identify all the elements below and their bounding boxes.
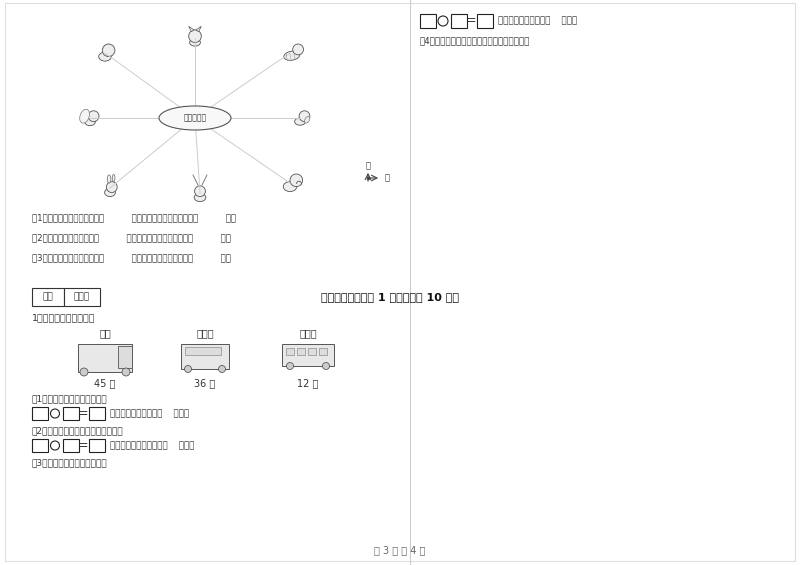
Text: 评卷人: 评卷人 [74, 293, 90, 302]
Text: 答：面包车和大客车共（    ）辆。: 答：面包车和大客车共（ ）辆。 [110, 441, 194, 450]
Text: 面包车: 面包车 [196, 328, 214, 338]
Circle shape [290, 174, 302, 186]
Polygon shape [189, 27, 194, 32]
Circle shape [299, 111, 310, 121]
Circle shape [88, 111, 99, 121]
Bar [420, 14, 436, 28]
Bar [118, 346, 132, 368]
Ellipse shape [85, 118, 95, 125]
Text: 第 3 页 共 4 页: 第 3 页 共 4 页 [374, 545, 426, 555]
Bar [181, 344, 229, 369]
Text: （4）你还能提出什么数学问题并列式解答吗？: （4）你还能提出什么数学问题并列式解答吗？ [420, 36, 530, 45]
Text: 36 辆: 36 辆 [194, 378, 216, 388]
Text: （3）大客车比卡车少多少辆？: （3）大客车比卡车少多少辆？ [32, 458, 108, 467]
Ellipse shape [105, 189, 115, 197]
Text: 十一、附加题（共 1 大题，共计 10 分）: 十一、附加题（共 1 大题，共计 10 分） [321, 292, 459, 302]
Circle shape [106, 182, 118, 193]
Circle shape [286, 363, 294, 370]
Circle shape [189, 30, 202, 42]
Circle shape [322, 363, 330, 370]
Ellipse shape [107, 175, 111, 183]
Text: =: = [466, 15, 476, 28]
Ellipse shape [284, 51, 300, 60]
Text: =: = [78, 407, 88, 420]
Bar [308, 348, 316, 355]
Ellipse shape [159, 106, 231, 130]
Bar [185, 347, 221, 355]
Ellipse shape [80, 109, 90, 123]
Bar [78, 344, 132, 372]
Bar [282, 344, 334, 366]
Circle shape [122, 368, 130, 376]
Ellipse shape [190, 39, 200, 46]
Text: 北: 北 [366, 162, 370, 171]
Bar [286, 348, 294, 355]
Ellipse shape [98, 52, 111, 61]
Bar [32, 407, 48, 420]
Circle shape [80, 368, 88, 376]
Text: （3）猴子家在森林俱乐部的（          ）面，小狗家在猴子家的（          ）面: （3）猴子家在森林俱乐部的（ ）面，小狗家在猴子家的（ ）面 [32, 253, 231, 262]
Ellipse shape [112, 175, 115, 182]
Bar [451, 14, 467, 28]
Polygon shape [196, 27, 202, 32]
Ellipse shape [294, 118, 306, 125]
Text: （2）小兔子家的东北面是（          ），森林俱乐部的西北面是（          ）。: （2）小兔子家的东北面是（ ），森林俱乐部的西北面是（ ）。 [32, 233, 231, 242]
Bar [63, 407, 79, 420]
Text: 东: 东 [385, 173, 390, 182]
Text: 答：大客车比卡车少（    ）辆。: 答：大客车比卡车少（ ）辆。 [498, 16, 578, 25]
Circle shape [218, 366, 226, 372]
Text: 12 辆: 12 辆 [298, 378, 318, 388]
Circle shape [185, 366, 191, 372]
Circle shape [293, 44, 303, 55]
Text: （1）小猫住在森林俱乐部的（          ）面，小鸡在森林俱乐部的（          ）面: （1）小猫住在森林俱乐部的（ ）面，小鸡在森林俱乐部的（ ）面 [32, 213, 236, 222]
Text: 卡车: 卡车 [99, 328, 111, 338]
Bar [32, 288, 64, 306]
Bar [89, 407, 105, 420]
Circle shape [102, 44, 115, 56]
Ellipse shape [305, 116, 310, 123]
Ellipse shape [283, 182, 297, 192]
Text: 45 辆: 45 辆 [94, 378, 116, 388]
Text: 森林俱乐部: 森林俱乐部 [183, 114, 206, 123]
Bar [32, 439, 48, 452]
Circle shape [194, 186, 206, 197]
Bar [63, 439, 79, 452]
Text: 1、根据图片信息解题。: 1、根据图片信息解题。 [32, 313, 95, 322]
Ellipse shape [194, 193, 206, 202]
Text: 得分: 得分 [42, 293, 54, 302]
Bar [477, 14, 493, 28]
Text: （2）面包车和大客车一共有多少辆？: （2）面包车和大客车一共有多少辆？ [32, 426, 124, 435]
Text: 答：卡车比面包车多（    ）辆。: 答：卡车比面包车多（ ）辆。 [110, 409, 190, 418]
Text: =: = [78, 439, 88, 452]
Text: （1）卡车比面包车多多少辆？: （1）卡车比面包车多多少辆？ [32, 394, 108, 403]
Bar [64, 288, 100, 306]
Text: 大客车: 大客车 [299, 328, 317, 338]
Bar [319, 348, 327, 355]
Bar [297, 348, 305, 355]
Bar [89, 439, 105, 452]
